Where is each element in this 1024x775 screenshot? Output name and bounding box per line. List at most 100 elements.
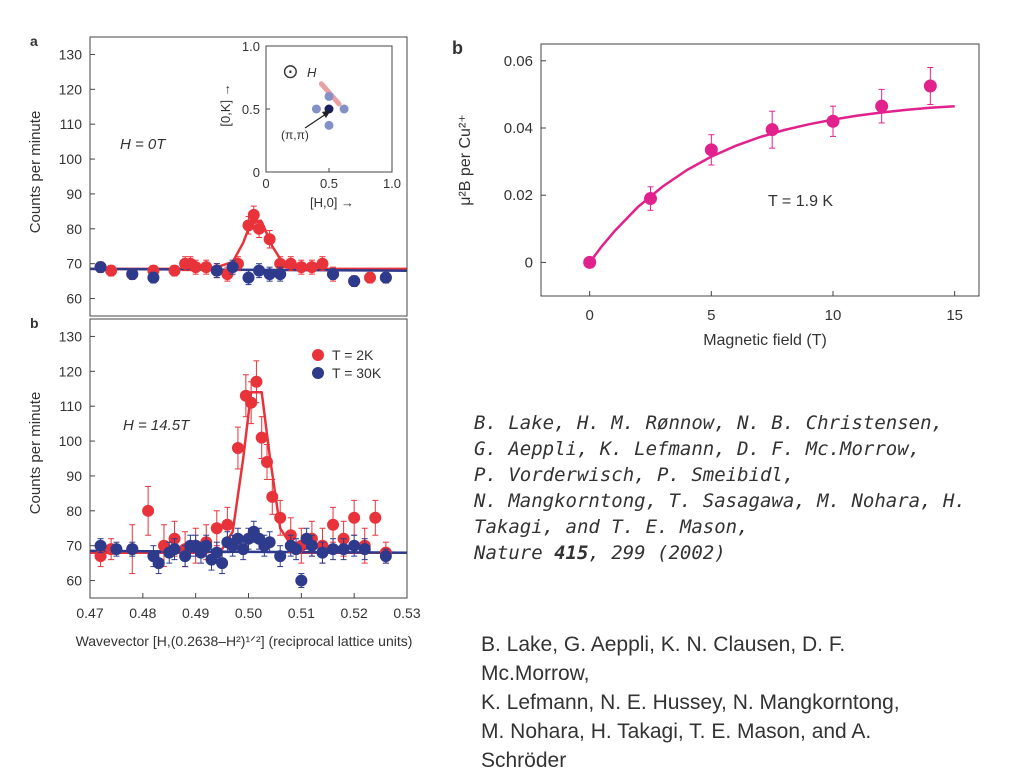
panel-a-data-point: [147, 271, 160, 284]
panel-a-data-point: [316, 257, 329, 270]
inset-ytick-label: 0.5: [242, 102, 260, 117]
panel-a-data-point: [126, 268, 139, 281]
panel-a-ytick-label: 70: [66, 256, 82, 272]
panel-a-data-point: [210, 264, 223, 277]
ref1-citation: Nature 415, 299 (2002): [474, 540, 1014, 566]
panel-a-ytick-label: 130: [59, 46, 83, 62]
inset-data-point: [324, 91, 334, 101]
panel-a-ytick-label: 90: [66, 186, 82, 202]
ref1-line: P. Vorderwisch, P. Smeibidl,: [474, 464, 795, 486]
panel-b-data-point: [327, 543, 340, 556]
panel-a-ytick-label: 120: [59, 81, 83, 97]
inset-data-point: [311, 104, 321, 114]
right-panel-xlabel: Magnetic field (T): [703, 332, 827, 349]
panel-a-data-point: [253, 222, 266, 235]
panel-b-data-point: [348, 511, 361, 524]
inset-ytick-label: 0: [253, 165, 260, 180]
panel-b-data-point: [255, 431, 268, 444]
inset-legend-label: H: [307, 65, 317, 80]
panel-b-ylabel: Counts per minute: [27, 392, 44, 515]
panel-a-fit-line: [89, 267, 408, 272]
inset-xtick-label: 0.5: [320, 176, 338, 191]
right-panel-annotation: T = 1.9 K: [768, 193, 833, 210]
right-panel-data-point: [923, 79, 937, 93]
inset-data-point: [324, 120, 334, 130]
panel-b-data-point: [237, 543, 250, 556]
panel-a-data-point: [305, 261, 318, 274]
legend-label-2k: T = 2K: [332, 347, 374, 363]
right-panel-ytick-label: 0.02: [504, 187, 533, 204]
right-panel-ytick-label: 0.06: [504, 53, 533, 70]
panel-a-data-point: [348, 275, 361, 288]
panel-b-data-point: [348, 539, 361, 552]
panel-a-ytick-label: 80: [66, 221, 82, 237]
inset-chart: 0 0.5 1.0 0 0.5 1.0 [0,K] → [H,0] → ⊙ H (π,π): [218, 39, 401, 210]
panel-b-data-point: [200, 539, 213, 552]
panel-b-data-point: [94, 539, 107, 552]
panel-b-xtick-label: 0.50: [235, 605, 262, 621]
panel-b-data-point: [274, 511, 287, 524]
panel-a-data-point: [247, 208, 260, 221]
panel-a-data-point: [274, 268, 287, 281]
panel-b-xtick-label: 0.51: [288, 605, 315, 621]
panel-b-data-point: [290, 543, 303, 556]
panel-b-data-point: [231, 532, 244, 545]
ref1-line: Takagi, and T. E. Mason,: [474, 516, 749, 538]
panel-a-ytick-label: 100: [59, 151, 83, 167]
panel-b-data-point: [266, 490, 279, 503]
panel-a-data-point: [253, 264, 266, 277]
right-panel-frame: [540, 43, 980, 297]
ref1-pages-year: , 299 (2002): [588, 542, 726, 564]
panel-a-data-point: [94, 261, 107, 274]
panel-b-data-point: [263, 536, 276, 549]
panel-a-data-point: [189, 261, 202, 274]
panel-b-ytick-label: 100: [59, 433, 83, 449]
panel-b-xtick-label: 0.52: [341, 605, 368, 621]
inset-xtick-label: 1.0: [383, 176, 401, 191]
panel-a-data-point: [105, 264, 118, 277]
right-panel-xtick-label: 0: [585, 307, 593, 324]
panel-b-data-point: [168, 543, 181, 556]
panel-b-data-point: [216, 557, 229, 570]
panel-b-xtick-label: 0.49: [182, 605, 209, 621]
panel-a-data-point: [200, 261, 213, 274]
reference-second: B. Lake, G. Aeppli, K. N. Clausen, D. F.…: [481, 630, 1021, 775]
ref2-line: M. Nohara, H. Takagi, T. E. Mason, and A…: [481, 720, 872, 743]
right-panel-ylabel: μ²B per Cu²⁺: [457, 114, 474, 205]
panel-b-chart: b H = 14.5T Counts per minute Wavevector…: [27, 315, 421, 649]
panel-a-data-point: [379, 271, 392, 284]
panel-b-data-point: [379, 550, 392, 563]
right-panel-xtick-label: 15: [946, 307, 963, 324]
panel-a-label: a: [30, 33, 38, 49]
legend-marker-2k: [312, 349, 324, 361]
ref2-line: B. Lake, G. Aeppli, K. N. Clausen, D. F.: [481, 633, 846, 656]
ref1-journal: Nature: [474, 542, 543, 564]
panel-a-data-point: [242, 219, 255, 232]
panel-b-data-point: [245, 396, 258, 409]
panel-a-ylabel: Counts per minute: [27, 111, 44, 234]
panel-b-data-point: [295, 574, 308, 587]
panel-b-data-point: [110, 543, 123, 556]
right-panel-data-point: [644, 192, 657, 206]
panel-b-ytick-label: 110: [60, 398, 83, 414]
inset-data-point: [339, 104, 349, 114]
right-panel-xtick-label: 5: [707, 307, 715, 324]
panel-b-data-point: [210, 522, 223, 535]
inset-xtick-label: 0: [262, 176, 269, 191]
panel-b-annotation: H = 14.5T: [123, 417, 191, 434]
panel-a-data-point: [284, 257, 297, 270]
panel-b-data-point: [358, 543, 371, 556]
panel-b-data-point: [221, 518, 234, 531]
panel-b-xtick-label: 0.48: [129, 605, 156, 621]
panel-a-chart: a H = 0T Counts per minute 60 70 80 90 100 11…: [27, 33, 408, 317]
panel-a-data-point: [242, 271, 255, 284]
panel-b-data-point: [316, 546, 329, 559]
right-panel-label: b: [452, 38, 463, 58]
panel-b-ytick-label: 60: [66, 573, 82, 589]
panel-b-data-point: [210, 546, 223, 559]
inset-ytick-label: 1.0: [242, 39, 260, 54]
legend-marker-30k: [312, 367, 324, 379]
panel-b-data-point: [274, 550, 287, 563]
magnetization-chart: b μ²B per Cu²⁺ Magnetic field (T) T = 1.…: [452, 38, 980, 349]
